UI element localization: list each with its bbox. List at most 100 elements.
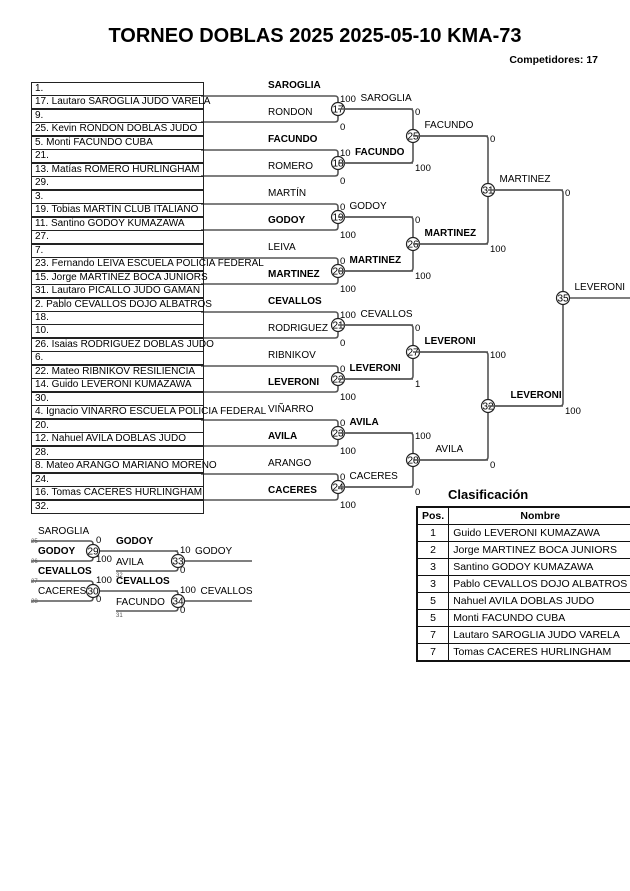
match-number: 33: [172, 557, 184, 568]
match-winner-label: GODOY: [349, 201, 387, 212]
score-bottom: 0: [490, 460, 496, 471]
entry-row: 11. Santino GODOY KUMAZAWA: [31, 216, 204, 231]
score-bottom: 100: [340, 446, 356, 457]
match-winner-label: MARTINEZ: [499, 174, 551, 185]
match-winner-label: CEVALLOS: [200, 586, 253, 597]
match-number: 29: [87, 547, 99, 558]
competitor-name: Tomas CACERES HURLINGHAM: [448, 643, 630, 662]
competitor-name: Monti FACUNDO CUBA: [448, 609, 630, 627]
match-bracket-35: [488, 189, 564, 407]
match-number: 18: [332, 159, 344, 170]
position: 7: [416, 626, 450, 644]
bye-winner-label: CEVALLOS: [268, 296, 322, 307]
entry-row: 16. Tomas CACERES HURLINGHAM: [31, 486, 204, 501]
competitor-name: Pablo CEVALLOS DOJO ALBATROS: [448, 575, 630, 593]
score-top: 100: [340, 310, 356, 321]
entry-row: 21.: [31, 149, 204, 164]
score-top: 0: [340, 364, 346, 375]
bye-winner-label: MARTINEZ: [268, 269, 320, 280]
score-top: 0: [96, 535, 102, 546]
score-bottom: 100: [340, 392, 356, 403]
repechage-label: CACERES: [38, 586, 87, 597]
score-bottom: 0: [96, 594, 102, 605]
source-match: 27: [31, 579, 38, 585]
score-top: 100: [96, 575, 112, 586]
classification-row: 7 Lautaro SAROGLIA JUDO VARELA: [416, 626, 630, 644]
classification-row: 1 Guido LEVERONI KUMAZAWA: [416, 524, 630, 542]
match-number: 24: [332, 483, 344, 494]
entry-row: 22. Mateo RIBNIKOV RESILIENCIA: [31, 364, 204, 379]
position: 5: [416, 609, 450, 627]
match-number: 22: [332, 375, 344, 386]
entry-row: 23. Fernando LEIVA ESCUELA POLICIA FEDER…: [31, 257, 264, 272]
score-top: 0: [415, 323, 421, 334]
match-number: 21: [332, 321, 344, 332]
position: 3: [416, 575, 450, 593]
bye-winner-label: ROMERO: [268, 161, 313, 172]
match-number: 23: [332, 429, 344, 440]
competitor-name: Guido LEVERONI KUMAZAWA: [448, 524, 630, 542]
entry-row: 32.: [31, 499, 204, 514]
bye-winner-label: GODOY: [268, 215, 306, 226]
entry-row: 13. Matías ROMERO HURLINGHAM: [31, 162, 204, 177]
entry-row: 24.: [31, 472, 204, 487]
score-top: 0: [490, 134, 496, 145]
competitor-name: Santino GODOY KUMAZAWA: [448, 558, 630, 576]
classification-row: 3 Pablo CEVALLOS DOJO ALBATROS: [416, 575, 630, 593]
source-match: 32: [116, 573, 123, 579]
score-bottom: 100: [340, 500, 356, 511]
score-top: 0: [340, 256, 346, 267]
competitor-name: Lautaro SAROGLIA JUDO VARELA: [448, 626, 630, 644]
bye-winner-label: RIBNIKOV: [268, 350, 316, 361]
score-bottom: 0: [180, 605, 186, 616]
bye-winner-label: ARANGO: [268, 458, 312, 469]
match-number: 26: [407, 240, 419, 251]
entry-row: 3.: [31, 189, 204, 204]
position: 3: [416, 558, 450, 576]
match-number: 27: [407, 348, 419, 359]
entry-row: 14. Guido LEVERONI KUMAZAWA: [31, 378, 204, 393]
header-name: Nombre: [448, 506, 630, 525]
header-pos: Pos.: [416, 506, 450, 525]
match-circle-35: [555, 290, 571, 306]
match-winner-label: GODOY: [195, 546, 233, 557]
score-top: 0: [340, 472, 346, 483]
match-circle-29: [85, 543, 101, 559]
match-winner-label: CEVALLOS: [116, 576, 170, 587]
score-top: 0: [565, 188, 571, 199]
match-number: 32: [482, 402, 494, 413]
entry-row: 2. Pablo CEVALLOS DOJO ALBATROS: [31, 297, 212, 312]
match-number: 17: [332, 105, 344, 116]
position: 2: [416, 541, 450, 559]
entry-row: 8. Mateo ARANGO MARIANO MORENO: [31, 459, 217, 474]
entry-row: 31. Lautaro PICALLO JUDO GAMAN: [31, 284, 204, 299]
score-top: 0: [415, 215, 421, 226]
entry-row: 19. Tobias MARTÍN CLUB ITALIANO: [31, 203, 204, 218]
position: 1: [416, 524, 450, 542]
score-top: 0: [415, 107, 421, 118]
match-winner-label: LEVERONI: [510, 390, 562, 401]
match-circle-34: [170, 593, 186, 609]
match-number: 34: [172, 597, 184, 608]
repechage-label: GODOY: [38, 546, 76, 557]
match-winner-label: AVILA: [349, 417, 379, 428]
competitor-name: Jorge MARTINEZ BOCA JUNIORS: [448, 541, 630, 559]
score-top: 0: [340, 418, 346, 429]
entry-row: 28.: [31, 445, 204, 460]
entry-row: 15. Jorge MARTINEZ BOCA JUNIORS: [31, 270, 208, 285]
source-match: 25: [31, 539, 38, 545]
score-top: 100: [490, 350, 506, 361]
bye-winner-label: SAROGLIA: [268, 80, 321, 91]
match-circle-33: [170, 553, 186, 569]
bye-winner-label: FACUNDO: [268, 134, 318, 145]
score-bottom: 0: [340, 176, 346, 187]
repechage-label: AVILA: [116, 557, 144, 568]
score-bottom: 100: [565, 406, 581, 417]
classification-table: Pos. Nombre 1 Guido LEVERONI KUMAZAWA 2 Jor…: [416, 506, 630, 662]
bye-winner-label: LEVERONI: [268, 377, 320, 388]
score-bottom: 0: [180, 565, 186, 576]
score-bottom: 100: [415, 163, 431, 174]
score-top: 100: [340, 94, 356, 105]
match-number: 31: [482, 186, 494, 197]
